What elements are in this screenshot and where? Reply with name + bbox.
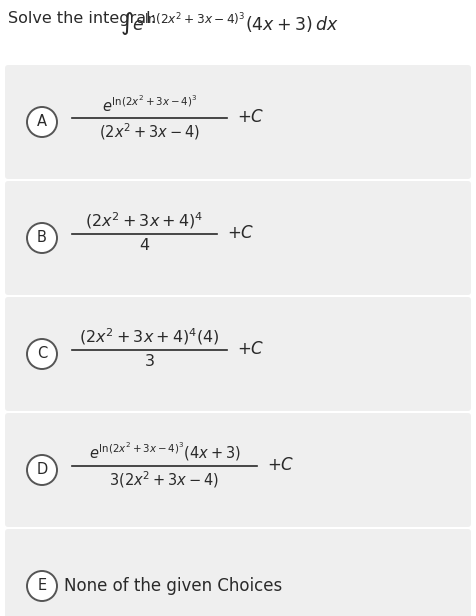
Circle shape bbox=[27, 339, 57, 369]
Text: $3$: $3$ bbox=[144, 353, 155, 369]
Text: $(2x^2+3x+4)^4$: $(2x^2+3x+4)^4$ bbox=[85, 210, 204, 231]
Text: None of the given Choices: None of the given Choices bbox=[64, 577, 282, 595]
Text: B: B bbox=[37, 230, 47, 246]
Text: $(2x^2+3x+4)^4(4)$: $(2x^2+3x+4)^4(4)$ bbox=[79, 326, 220, 347]
Text: D: D bbox=[36, 463, 48, 477]
Text: $+ C$: $+ C$ bbox=[237, 340, 265, 358]
Text: A: A bbox=[37, 115, 47, 129]
FancyBboxPatch shape bbox=[5, 413, 471, 527]
Text: $(2x^2+3x-4)$: $(2x^2+3x-4)$ bbox=[99, 121, 200, 142]
FancyBboxPatch shape bbox=[5, 65, 471, 179]
Text: $\int e^{\ln(2x^2+3x-4)^3}(4x+3)\,dx$: $\int e^{\ln(2x^2+3x-4)^3}(4x+3)\,dx$ bbox=[120, 10, 338, 39]
Text: $3(2x^2+3x-4)$: $3(2x^2+3x-4)$ bbox=[109, 469, 219, 490]
Text: $+ C$: $+ C$ bbox=[237, 108, 265, 126]
FancyBboxPatch shape bbox=[5, 181, 471, 295]
Text: $e^{\ln(2x^2+3x-4)^3}(4x+3)$: $e^{\ln(2x^2+3x-4)^3}(4x+3)$ bbox=[89, 440, 240, 463]
Text: $+ C$: $+ C$ bbox=[227, 224, 255, 242]
Text: $+ C$: $+ C$ bbox=[267, 456, 295, 474]
Text: Solve the integral:: Solve the integral: bbox=[8, 11, 161, 26]
Text: $e^{\ln(2x^2+3x-4)^3}$: $e^{\ln(2x^2+3x-4)^3}$ bbox=[102, 94, 197, 115]
Text: C: C bbox=[37, 346, 47, 362]
Text: $4$: $4$ bbox=[139, 237, 150, 253]
Text: E: E bbox=[38, 578, 47, 593]
Circle shape bbox=[27, 571, 57, 601]
Circle shape bbox=[27, 223, 57, 253]
FancyBboxPatch shape bbox=[5, 529, 471, 616]
FancyBboxPatch shape bbox=[5, 297, 471, 411]
Circle shape bbox=[27, 107, 57, 137]
Circle shape bbox=[27, 455, 57, 485]
